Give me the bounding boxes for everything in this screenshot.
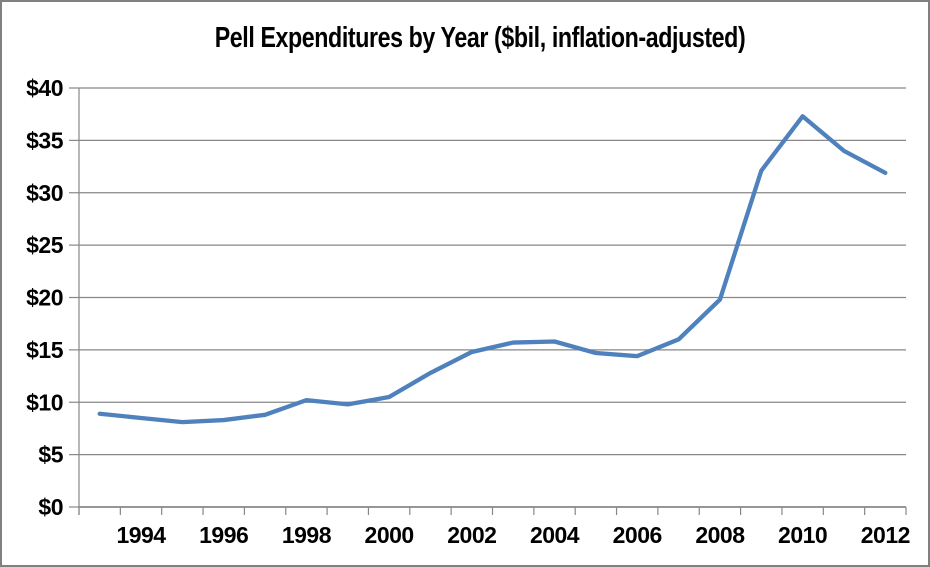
y-axis-label: $20	[26, 285, 63, 311]
x-axis-label: 1998	[282, 522, 332, 548]
y-axis-label: $25	[26, 232, 64, 258]
x-axis-label: 2010	[778, 522, 827, 548]
y-axis-label: $35	[26, 127, 64, 153]
x-axis-label: 1994	[116, 522, 166, 548]
y-axis-label: $40	[26, 75, 63, 101]
y-axis-label: $10	[26, 389, 63, 415]
x-axis-label: 2004	[530, 522, 580, 548]
x-axis-label: 2006	[613, 522, 662, 548]
x-axis-label: 1996	[199, 522, 248, 548]
x-axis-label: 2008	[695, 522, 745, 548]
pell-expenditures-series-line	[97, 114, 888, 425]
x-axis-label: 2002	[447, 522, 496, 548]
y-axis-label: $30	[26, 180, 63, 206]
y-axis-label: $15	[26, 337, 64, 363]
y-axis-label: $0	[38, 494, 63, 520]
chart-title: Pell Expenditures by Year ($bil, inflati…	[214, 22, 746, 54]
y-axis-label: $5	[38, 442, 63, 468]
x-axis-label: 2012	[861, 522, 910, 548]
x-axis-label: 2000	[365, 522, 414, 548]
